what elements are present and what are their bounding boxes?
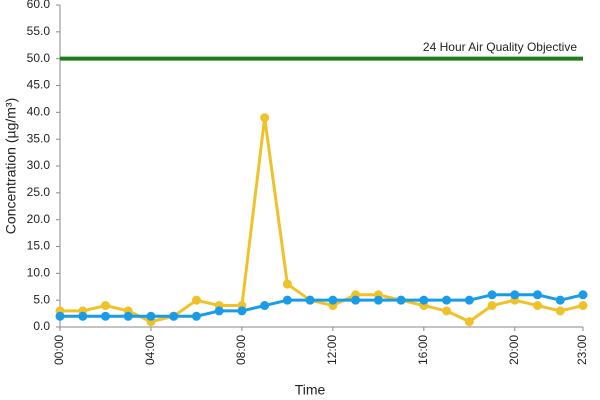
data-point: [146, 311, 156, 321]
data-point: [100, 311, 110, 321]
data-point: [442, 306, 452, 316]
series-line: [60, 116, 584, 324]
data-point: [191, 311, 201, 321]
data-point: [464, 295, 474, 305]
y-tick-label: 10.0: [27, 266, 51, 280]
x-tick-label: 16:00: [416, 335, 430, 365]
x-tick-label: 12:00: [325, 335, 339, 365]
data-point: [237, 306, 247, 316]
data-point: [214, 306, 224, 316]
data-point: [282, 279, 292, 289]
y-tick-label: 55.0: [27, 24, 51, 38]
y-tick-label: 25.0: [27, 185, 51, 199]
data-point: [373, 295, 383, 305]
data-point: [191, 295, 201, 305]
x-tick-label: 23:00: [575, 335, 589, 365]
data-point: [123, 311, 133, 321]
data-point: [533, 301, 543, 311]
data-point: [260, 301, 270, 311]
data-point: [78, 311, 88, 321]
data-point: [487, 290, 497, 300]
data-point: [282, 295, 292, 305]
data-point: [442, 295, 452, 305]
data-point: [100, 301, 110, 311]
data-point: [533, 290, 543, 300]
y-tick-label: 45.0: [27, 78, 51, 92]
y-tick-label: 60.0: [27, 0, 51, 11]
objective-label: 24 Hour Air Quality Objective: [423, 40, 577, 54]
data-point: [464, 317, 474, 327]
data-point: [169, 311, 179, 321]
data-point: [351, 295, 361, 305]
data-point: [305, 295, 315, 305]
data-point: [396, 295, 406, 305]
x-tick-label: 08:00: [234, 335, 248, 365]
data-point: [555, 306, 565, 316]
data-point: [578, 301, 588, 311]
y-tick-label: 0.0: [33, 319, 50, 333]
data-point: [555, 295, 565, 305]
y-tick-label: 20.0: [27, 212, 51, 226]
data-point: [487, 301, 497, 311]
data-point: [510, 290, 520, 300]
y-tick-label: 15.0: [27, 239, 51, 253]
data-point: [328, 295, 338, 305]
x-tick-label: 20:00: [507, 335, 521, 365]
y-tick-label: 50.0: [27, 51, 51, 65]
y-tick-label: 5.0: [33, 292, 50, 306]
x-tick-label: 04:00: [143, 335, 157, 365]
x-axis-label: Time: [295, 382, 326, 398]
x-tick-label: 00:00: [52, 335, 66, 365]
data-point: [55, 311, 65, 321]
series-line: [60, 293, 584, 318]
y-tick-label: 40.0: [27, 105, 51, 119]
y-tick-label: 30.0: [27, 158, 51, 172]
data-point: [260, 113, 270, 123]
y-tick-label: 35.0: [27, 131, 51, 145]
data-point: [419, 295, 429, 305]
y-axis-label: Concentration (µg/m³): [3, 98, 19, 234]
data-point: [578, 290, 588, 300]
